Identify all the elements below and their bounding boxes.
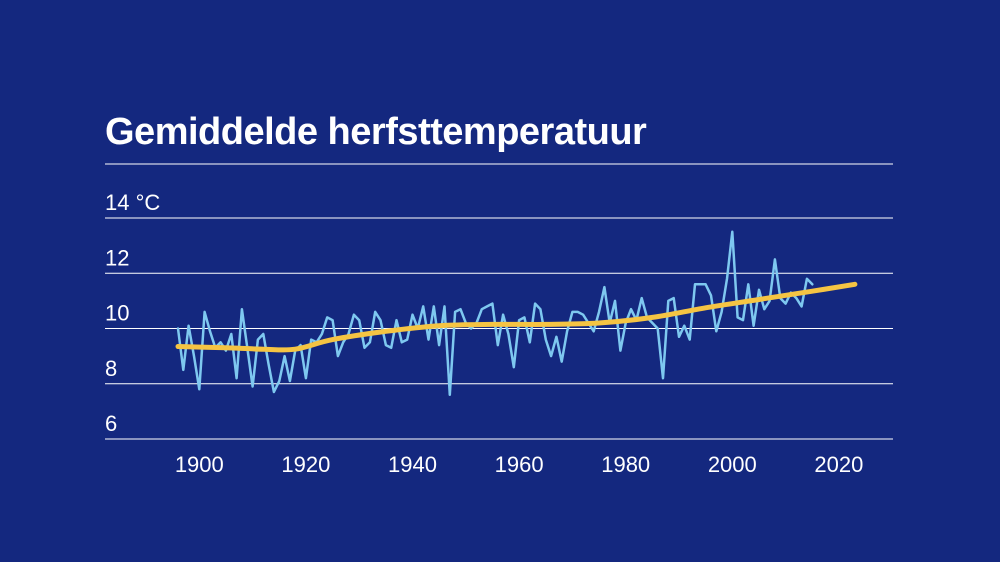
y-axis-labels: 14 °C 12 10 8 6 [105, 190, 160, 436]
series-lines [175, 230, 858, 397]
y-tick-label: 14 °C [105, 190, 160, 215]
x-tick-label: 1900 [175, 452, 224, 477]
x-tick-label: 1980 [601, 452, 650, 477]
x-axis-labels: 1900 1920 1940 1960 1980 2000 2020 [175, 452, 864, 477]
y-tick-label: 6 [105, 411, 117, 436]
chart-title: Gemiddelde herfsttemperatuur [105, 111, 647, 153]
x-tick-label: 1940 [388, 452, 437, 477]
x-tick-label: 2020 [814, 452, 863, 477]
y-tick-label: 12 [105, 245, 129, 270]
y-tick-label: 10 [105, 301, 129, 326]
trend-line [175, 281, 858, 353]
x-tick-label: 1960 [495, 452, 544, 477]
x-tick-label: 1920 [281, 452, 330, 477]
y-tick-label: 8 [105, 356, 117, 381]
grid-lines [105, 163, 893, 440]
annual-temperature-line [176, 230, 814, 397]
x-tick-label: 2000 [708, 452, 757, 477]
